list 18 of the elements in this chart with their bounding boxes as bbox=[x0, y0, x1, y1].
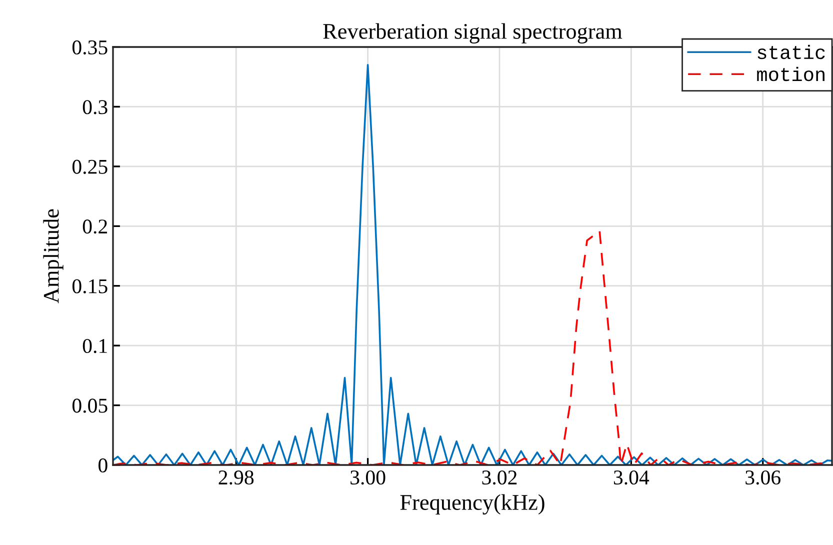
y-tick-label: 0.15 bbox=[72, 279, 108, 294]
legend-label: static bbox=[758, 44, 825, 60]
legend-label: motion bbox=[757, 66, 824, 82]
x-tick-label: 3.02 bbox=[482, 470, 517, 485]
y-tick-label: 0.2 bbox=[82, 220, 107, 234]
x-tick-label: 3.04 bbox=[614, 470, 650, 485]
y-tick-label: 0.3 bbox=[82, 100, 108, 114]
y-axis-title: Amplitude bbox=[43, 209, 64, 304]
x-tick-label: 3.00 bbox=[350, 470, 386, 485]
y-tick-label: 0.25 bbox=[72, 160, 108, 174]
chart-title: Reverberation signal spectrogram bbox=[323, 23, 622, 44]
x-tick-label: 2.98 bbox=[218, 470, 254, 485]
y-tick-label: 0 bbox=[98, 458, 108, 472]
x-axis-title: Frequency(kHz) bbox=[400, 494, 544, 515]
y-tick-label: 0.05 bbox=[72, 398, 108, 413]
x-tick-label: 3.06 bbox=[746, 470, 780, 485]
y-tick-label: 0.35 bbox=[72, 40, 108, 55]
y-tick-label: 0.1 bbox=[82, 338, 107, 354]
